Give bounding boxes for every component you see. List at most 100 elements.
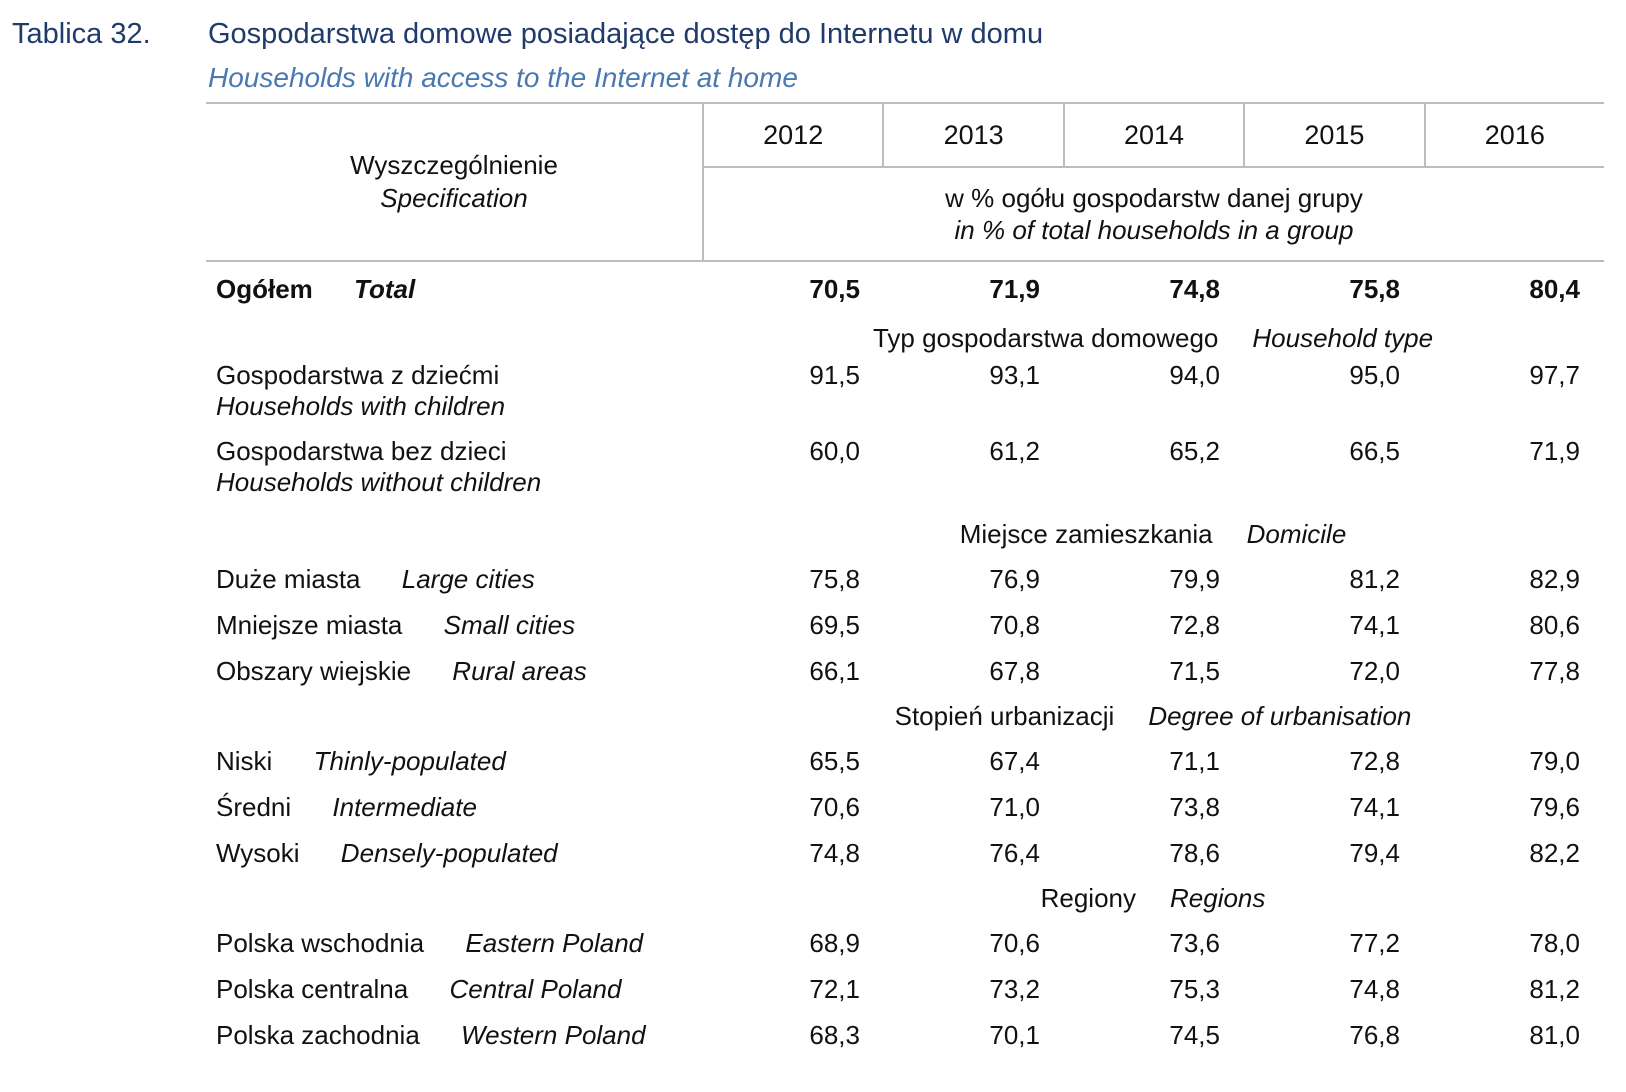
row-label-pl: Polska wschodnia [216,927,425,958]
value-cell: 81,2 [1349,563,1400,594]
value-cell: 70,8 [989,609,1040,640]
value-cell: 70,1 [989,1019,1040,1050]
year-header: 2012 [704,104,885,166]
table-row: Gospodarstwa bez dzieci Households witho… [206,436,1604,512]
section-heading-en: Regions [1170,882,1266,913]
row-values: 70,5 71,9 74,8 75,8 80,4 [702,274,1602,305]
value-cell: 91,5 [809,360,860,390]
year-header: 2014 [1065,104,1246,166]
row-label-pl: Polska zachodnia [216,1019,420,1050]
value-cell: 76,9 [989,563,1040,594]
year-header: 2015 [1245,104,1426,166]
section-heading: Typ gospodarstwa domowego Household type [206,316,1604,360]
value-cell: 72,1 [809,973,860,1004]
row-label-en: Households with children [216,391,506,421]
value-cell: 78,6 [1169,837,1220,868]
row-label-pl: Niski [216,745,273,776]
section-heading-pl: Typ gospodarstwa domowego [872,322,1219,353]
section-heading-en: Degree of urbanisation [1148,700,1412,731]
value-cell: 75,8 [1349,273,1400,304]
row-label-pl: Gospodarstwa bez dzieci [216,436,507,466]
row-label-en: Total [354,273,416,304]
row-values: 69,5 70,8 72,8 74,1 80,6 [702,610,1602,641]
row-values: 65,5 67,4 71,1 72,8 79,0 [702,746,1602,777]
row-label-en: Households without children [216,467,542,497]
row-label: Gospodarstwa z dziećmi Households with c… [206,360,702,422]
table-row: Wysoki Densely-populated 74,8 76,4 78,6 … [206,830,1604,876]
value-cell: 76,4 [989,837,1040,868]
data-table: Wyszczególnienie Specification 2012 2013… [206,102,1604,1058]
table-row: Polska zachodnia Western Poland 68,3 70,… [206,1012,1604,1058]
value-cell: 81,0 [1529,1019,1580,1050]
value-cell: 82,2 [1529,837,1580,868]
value-cell: 67,4 [989,745,1040,776]
row-values: 68,9 70,6 73,6 77,2 78,0 [702,928,1602,959]
row-label-pl: Średni [216,791,292,822]
year-header: 2016 [1484,119,1545,150]
section-heading: Stopień urbanizacji Degree of urbanisati… [206,694,1604,738]
value-cell: 80,6 [1529,609,1580,640]
row-label-pl: Ogółem [216,273,313,304]
value-cell: 82,9 [1529,563,1580,594]
value-cell: 68,3 [809,1019,860,1050]
value-cell: 81,2 [1529,973,1580,1004]
value-cell: 65,2 [1169,436,1220,466]
table-row: Polska centralna Central Poland 72,1 73,… [206,966,1604,1012]
value-cell: 79,4 [1349,837,1400,868]
row-label: Średni Intermediate [206,792,702,823]
row-label-en: Large cities [401,563,535,594]
value-cell: 72,8 [1349,745,1400,776]
value-cell: 74,1 [1349,609,1400,640]
value-cell: 70,6 [809,791,860,822]
value-cell: 72,0 [1349,655,1400,686]
row-label-en: Densely-populated [340,837,558,868]
table-header: Wyszczególnienie Specification 2012 2013… [206,102,1604,262]
value-cell: 65,5 [809,745,860,776]
row-values: 66,1 67,8 71,5 72,0 77,8 [702,656,1602,687]
row-label-en: Eastern Poland [465,927,644,958]
title-polish: Gospodarstwa domowe posiadające dostęp d… [208,18,1044,50]
section-heading: Regiony Regions [206,876,1604,920]
row-values: 70,6 71,0 73,8 74,1 79,6 [702,792,1602,823]
value-cell: 66,5 [1349,436,1400,466]
table-row: Duże miasta Large cities 75,8 76,9 79,9 … [206,556,1604,602]
value-cell: 97,7 [1529,360,1580,390]
value-cell: 79,0 [1529,745,1580,776]
value-cell: 94,0 [1169,360,1220,390]
value-cell: 71,0 [989,791,1040,822]
value-cell: 66,1 [809,655,860,686]
row-label-pl: Duże miasta [216,563,361,594]
value-cell: 68,9 [809,927,860,958]
table-row: Obszary wiejskie Rural areas 66,1 67,8 7… [206,648,1604,694]
row-label: Niski Thinly-populated [206,746,702,777]
row-label: Wysoki Densely-populated [206,838,702,869]
row-label-pl: Mniejsze miasta [216,609,403,640]
row-values: 75,8 76,9 79,9 81,2 82,9 [702,564,1602,595]
row-label-en: Western Poland [461,1019,646,1050]
value-cell: 71,5 [1169,655,1220,686]
value-cell: 72,8 [1169,609,1220,640]
total-row: Ogółem Total 70,5 71,9 74,8 75,8 80,4 [206,262,1604,316]
row-label-en: Thinly-populated [313,745,506,776]
value-cell: 77,8 [1529,655,1580,686]
value-cell: 74,1 [1349,791,1400,822]
row-label: Polska centralna Central Poland [206,974,702,1005]
value-cell: 69,5 [809,609,860,640]
row-label: Polska zachodnia Western Poland [206,1020,702,1051]
value-cell: 80,4 [1529,273,1580,304]
row-values: 91,5 93,1 94,0 95,0 97,7 [702,360,1602,391]
section-heading-en: Household type [1252,322,1434,353]
value-cell: 71,9 [989,273,1040,304]
specification-header: Wyszczególnienie Specification [206,104,704,260]
row-label-pl: Wysoki [216,837,300,868]
value-cell: 67,8 [989,655,1040,686]
value-cell: 75,3 [1169,973,1220,1004]
table-title: Tablica 32. Gospodarstwa domowe posiadaj… [12,18,1612,98]
section-heading-pl: Miejsce zamieszkania [959,518,1213,549]
title-english: Households with access to the Internet a… [208,62,798,93]
row-label: Ogółem Total [206,274,702,305]
table-body: Ogółem Total 70,5 71,9 74,8 75,8 80,4 Ty… [206,262,1604,1058]
section-heading: Miejsce zamieszkania Domicile [206,512,1604,556]
table-row: Średni Intermediate 70,6 71,0 73,8 74,1 … [206,784,1604,830]
row-label-en: Small cities [443,609,576,640]
